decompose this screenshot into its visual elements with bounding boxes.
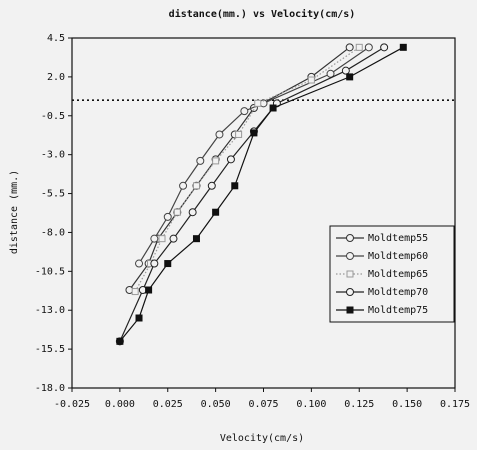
point — [158, 235, 166, 243]
y-tick-label: -3.0 — [41, 150, 65, 161]
legend-label: Moldtemp60 — [368, 251, 428, 262]
legend-label: Moldtemp75 — [368, 305, 428, 316]
legend-label: Moldtemp55 — [368, 233, 428, 244]
point — [135, 259, 144, 268]
legend-marker — [346, 252, 354, 260]
x-tick-label: 0.025 — [153, 399, 183, 410]
x-tick-label: 0.050 — [201, 399, 231, 410]
y-tick-label: -5.5 — [41, 189, 65, 200]
point — [169, 234, 178, 243]
x-tick-label: 0.125 — [344, 399, 374, 410]
point — [196, 156, 205, 165]
chart-title: distance(mm.) vs Velocity(cm/s) — [169, 8, 356, 20]
y-tick-label: -10.5 — [35, 266, 65, 277]
legend-marker — [346, 234, 354, 242]
legend-marker — [346, 288, 354, 296]
legend-marker — [346, 270, 354, 278]
point — [345, 43, 354, 52]
point — [307, 76, 315, 84]
point — [240, 107, 249, 116]
point — [215, 130, 224, 139]
point — [380, 43, 389, 52]
point — [131, 288, 139, 296]
y-tick-label: 2.0 — [47, 72, 65, 83]
series-line — [134, 46, 360, 292]
legend-label: Moldtemp65 — [368, 269, 428, 280]
point — [364, 43, 373, 52]
x-tick-label: 0.075 — [248, 399, 278, 410]
point — [179, 181, 188, 190]
y-axis-label: distance (mm.) — [9, 170, 20, 254]
y-tick-label: 4.5 — [47, 33, 65, 44]
point — [254, 99, 262, 107]
point — [207, 181, 216, 190]
y-tick-label: -15.5 — [35, 344, 65, 355]
legend-label: Moldtemp70 — [368, 287, 428, 298]
y-tick-label: -13.0 — [35, 305, 65, 316]
point — [188, 208, 197, 217]
point — [346, 73, 354, 81]
x-tick-label: 0.000 — [105, 399, 135, 410]
point — [212, 157, 220, 165]
y-tick-label: -0.5 — [41, 111, 65, 122]
point — [269, 104, 277, 112]
point — [150, 259, 159, 268]
point — [212, 208, 220, 216]
series-line — [138, 46, 370, 264]
point — [341, 66, 350, 75]
point — [235, 130, 243, 138]
point — [116, 337, 124, 345]
point — [355, 43, 363, 51]
point — [250, 129, 258, 137]
x-tick-label: 0.100 — [296, 399, 326, 410]
y-tick-label: -8.0 — [41, 227, 65, 238]
x-axis-label: Velocity(cm/s) — [220, 433, 304, 444]
point — [150, 234, 159, 243]
point — [192, 235, 200, 243]
point — [192, 182, 200, 190]
x-tick-label: -0.025 — [54, 399, 90, 410]
x-tick-label: 0.175 — [440, 399, 470, 410]
x-tick-label: 0.150 — [392, 399, 422, 410]
point — [173, 208, 181, 216]
y-tick-label: -18.0 — [35, 383, 65, 394]
point — [145, 286, 153, 294]
point — [163, 212, 172, 221]
point — [399, 43, 407, 51]
point — [226, 155, 235, 164]
point — [231, 182, 239, 190]
legend-marker — [346, 306, 354, 314]
point — [164, 260, 172, 268]
point — [135, 314, 143, 322]
